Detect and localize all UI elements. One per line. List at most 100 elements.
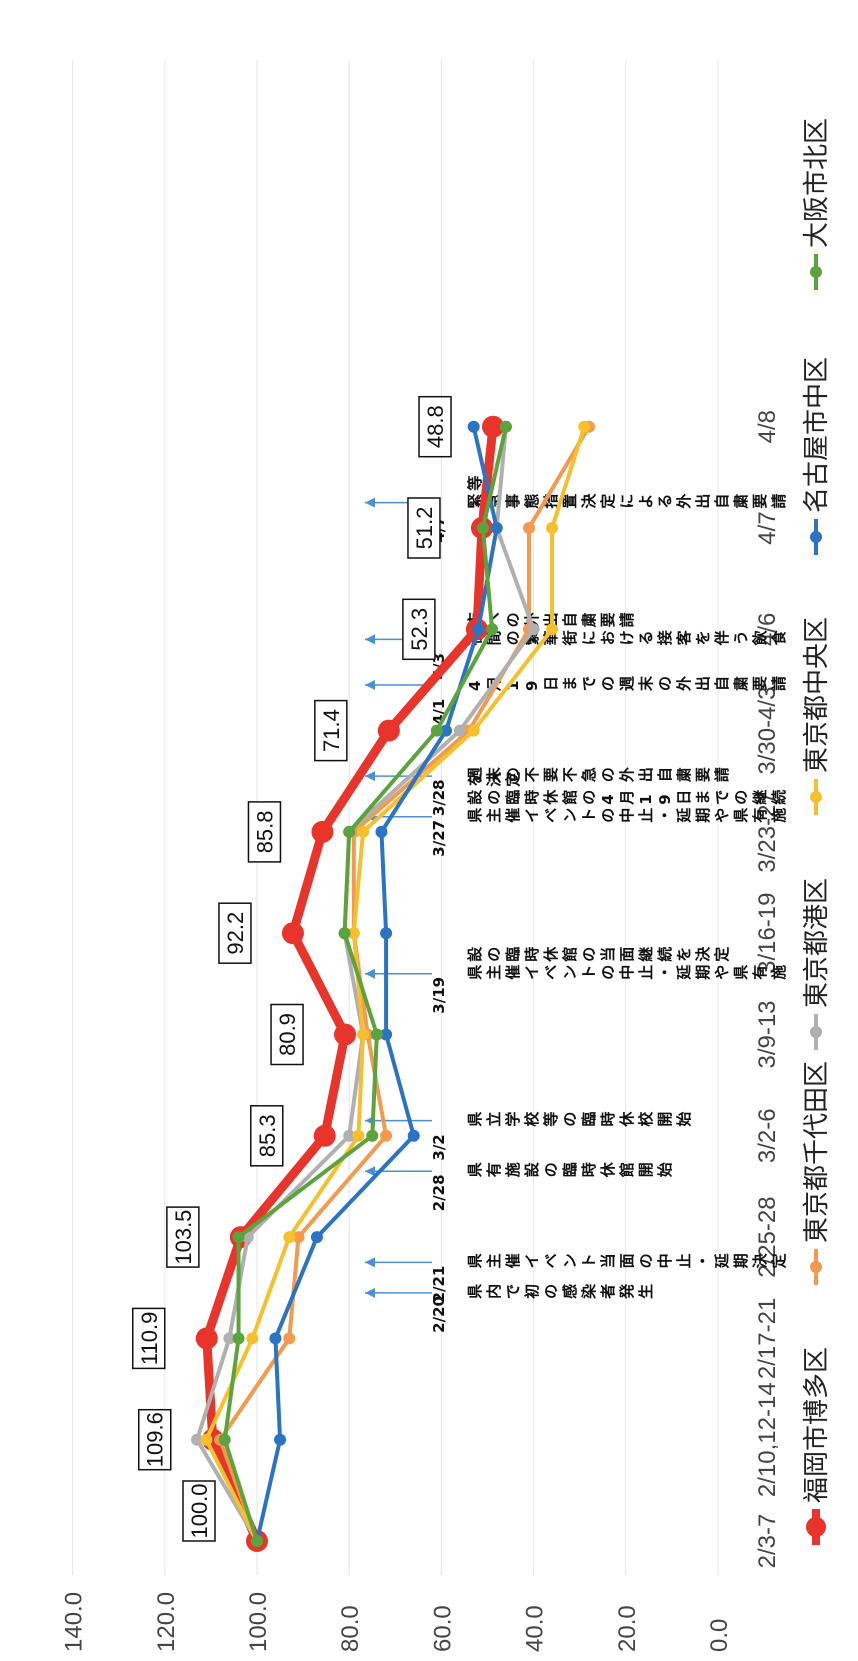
annotation-char: の [580,947,598,962]
annotation: 3/19県主催イベントの中止・延期や県有施設の臨時休館の当面継続を決定 [365,946,788,1014]
data-point [251,1535,263,1547]
data-point [232,1332,245,1345]
annotation-char: 初 [523,1284,541,1299]
annotation-char: 出 [694,676,712,691]
legend-swatch-dot [810,531,822,543]
annotation-char: 決 [751,1252,769,1268]
annotation-char: 止 [637,808,655,823]
x-tick-label: 3/9-13 [754,1000,781,1068]
annotation-char: 延 [713,1252,731,1269]
annotation-date: 3/28 [430,779,448,816]
annotation-char: 校 [637,1111,655,1127]
annotation-char: 1 [504,681,522,691]
annotation-char: 等 [466,476,484,491]
annotation-char: に [618,494,636,509]
annotation-char: 設 [523,1161,541,1177]
annotation-char: で [580,676,598,691]
annotation-char: 要 [751,676,769,691]
data-label-box [270,1003,304,1066]
data-label: 52.3 [402,598,436,661]
annotation-char: 館 [561,947,579,963]
annotation-char: 主 [485,808,503,823]
annotation-char: 生 [637,1284,655,1299]
annotation-char: 客 [675,629,693,646]
x-tick-label: 4/7 [754,511,781,544]
annotation-char: 事 [504,494,522,509]
annotation-char: で [713,790,731,805]
legend-label: 東京都港区 [802,878,832,1008]
series-line [222,424,508,1543]
y-tick-label: 80.0 [337,1605,364,1652]
data-label-box [402,598,436,661]
annotation-char: 学 [504,1112,522,1127]
data-point [453,724,466,737]
legend-label: 名古屋市中区 [802,357,832,513]
data-point [546,623,559,636]
annotation-date: 2/28 [430,1174,448,1211]
data-point [310,1231,323,1244]
annotation-char: 催 [504,1253,522,1268]
annotation-char: や [713,808,731,823]
annotation-char: 時 [580,1162,598,1177]
annotation-char: る [637,630,655,645]
annotation-char: 自 [713,494,731,509]
annotation-char: ま [561,676,579,691]
annotation-char: 感 [561,1284,579,1299]
data-point [467,724,480,737]
data-point [200,1433,213,1446]
data-label-box [250,1105,284,1167]
legend-swatch-dot [810,266,822,278]
annotation-char: 始 [656,1162,674,1177]
annotation-char: 臨 [580,1112,598,1127]
annotation-char: 決 [485,771,503,787]
annotation: 3/2県立学校等の臨時休校開始 [365,1111,693,1161]
legend-label: 大阪市北区 [802,118,832,248]
annotation-date: 3/27 [430,820,448,857]
annotation-char: 伴 [713,630,731,646]
data-label: 71.4 [314,699,348,762]
annotation-char: 延 [675,964,693,981]
annotation: 2/21県主催イベント当面の中止・延期決定 [365,1252,788,1302]
annotation-char: 請 [770,494,788,509]
data-point [292,1231,305,1244]
annotation-char: の [656,676,674,691]
annotation-char: 接 [656,630,674,645]
data-point [522,522,535,534]
annotation-char: の [599,808,617,823]
annotation-char: イ [523,965,541,980]
annotation-char: 内 [485,1284,503,1299]
annotation-char: 中 [618,808,636,823]
legend-item: 大阪市北区 [802,118,832,290]
annotation: 3/28週末の不要不急の外出自粛要請 [365,766,731,816]
annotation: 4/14 月 1 9 日までの週末の外出自粛要請 [365,675,788,725]
annotation-char: 続 [770,790,788,805]
annotation-char: 4 [466,681,484,691]
annotation-char: 自 [561,612,579,627]
data-label-box [418,395,452,458]
annotation-char: 施 [770,965,788,980]
annotation-char: の [637,1253,655,1268]
annotation: 2/28 県有施設の臨時休館開始 [365,1161,674,1211]
annotation-char: 県 [732,965,750,980]
annotation-char: 施 [504,1162,522,1177]
data-label-value: 103.5 [171,1210,196,1265]
annotation-char: を [466,772,484,787]
annotation-char: 置 [561,494,579,509]
arrow-head [365,968,375,979]
annotation-char: 始 [675,1112,693,1127]
annotation-char: や [713,965,731,980]
annotation-char: 催 [504,808,522,823]
annotation-char: 定 [599,494,617,509]
arrow-head [365,680,375,691]
annotation-char: 出 [637,767,655,782]
legend-item: 東京都中央区 [802,617,832,815]
annotation-char: 急 [580,767,598,782]
data-point [352,1129,365,1142]
annotation-char: 県 [466,1162,484,1177]
data-label: 103.5 [166,1206,200,1268]
annotation-char: 継 [637,947,655,962]
y-tick-label: 60.0 [429,1605,456,1652]
annotation-char: で [504,1284,522,1299]
annotation-char: 外 [675,494,693,510]
annotation-char: 定 [713,947,731,962]
